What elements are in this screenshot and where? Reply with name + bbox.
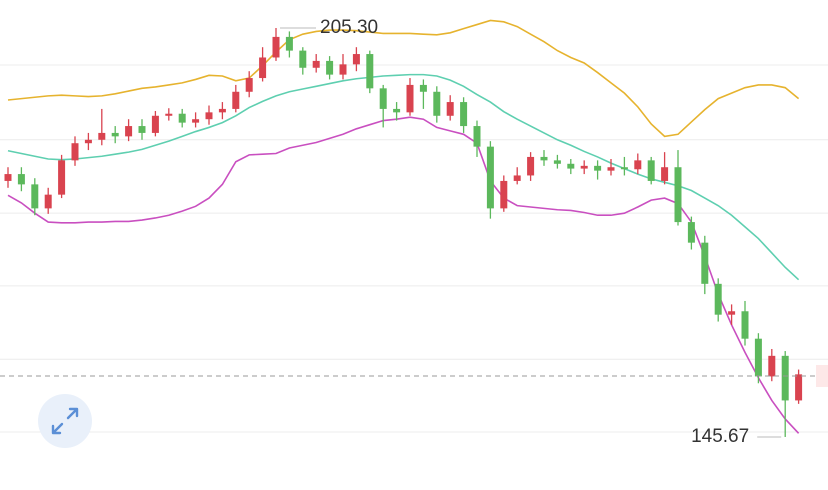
band-line: [7, 19, 800, 138]
candle-body: [674, 167, 682, 223]
candle-body: [741, 311, 749, 339]
candle-body: [594, 165, 602, 171]
candle-body: [352, 54, 360, 65]
candle-body: [4, 174, 12, 181]
candle-body: [687, 222, 695, 243]
candle-body: [44, 194, 52, 209]
expand-button[interactable]: [38, 394, 92, 448]
candle-body: [701, 242, 709, 284]
candle-body: [272, 36, 280, 58]
band-line: [7, 116, 800, 434]
candle-body: [218, 108, 226, 113]
candle-body: [460, 102, 468, 127]
candle-body: [151, 115, 159, 133]
candle-body: [419, 84, 427, 92]
candle-body: [98, 132, 106, 140]
candle-body: [754, 338, 762, 377]
candle-body: [781, 355, 789, 401]
bands: [7, 19, 800, 434]
candle-body: [58, 160, 66, 195]
candle-body: [768, 355, 776, 377]
candle-body: [84, 139, 92, 144]
expand-button-bg[interactable]: [38, 394, 92, 448]
candle-body: [379, 88, 387, 109]
candle-body: [406, 84, 414, 113]
candle-body: [647, 160, 655, 181]
candle-body: [567, 163, 575, 169]
candles: [4, 27, 803, 437]
annotations: 205.30 145.67: [0, 17, 828, 447]
candle-body: [433, 91, 441, 116]
candle-body: [71, 143, 79, 161]
candle-body: [17, 174, 25, 185]
candle-body: [446, 102, 454, 116]
candle-body: [205, 112, 213, 120]
candle-body: [620, 167, 628, 170]
annotation-label: 145.67: [691, 426, 749, 447]
annotation-label: 205.30: [320, 17, 378, 38]
candle-body: [634, 160, 642, 170]
candle-body: [500, 180, 508, 209]
band-line: [7, 73, 800, 281]
candle-body: [540, 156, 548, 161]
last-price-tag: [816, 365, 828, 388]
candle-body: [366, 54, 374, 89]
candle-body: [259, 57, 267, 79]
candle-body: [714, 283, 722, 315]
candle-body: [393, 108, 401, 113]
candle-body: [795, 374, 803, 401]
grid: [0, 64, 828, 433]
candle-body: [661, 167, 669, 181]
candle-body: [607, 167, 615, 171]
candle-body: [111, 132, 119, 137]
candle-body: [339, 64, 347, 75]
candle-body: [312, 60, 320, 68]
candle-body: [165, 113, 173, 116]
candle-body: [232, 91, 240, 109]
candle-body: [192, 119, 200, 123]
candle-body: [527, 156, 535, 176]
expand-icon[interactable]: [51, 407, 79, 435]
candle-body: [178, 113, 186, 123]
candle-body: [245, 78, 253, 92]
candle-body: [326, 60, 334, 75]
candle-body: [473, 126, 481, 147]
candle-body: [31, 184, 39, 209]
candle-body: [513, 175, 521, 181]
candle-body: [728, 311, 736, 315]
candle-body: [299, 50, 307, 68]
candle-body: [125, 126, 133, 137]
candle-body: [580, 165, 588, 169]
candle-body: [138, 126, 146, 133]
candle-body: [553, 160, 561, 164]
candle-body: [486, 146, 494, 209]
candle-body: [285, 36, 293, 51]
